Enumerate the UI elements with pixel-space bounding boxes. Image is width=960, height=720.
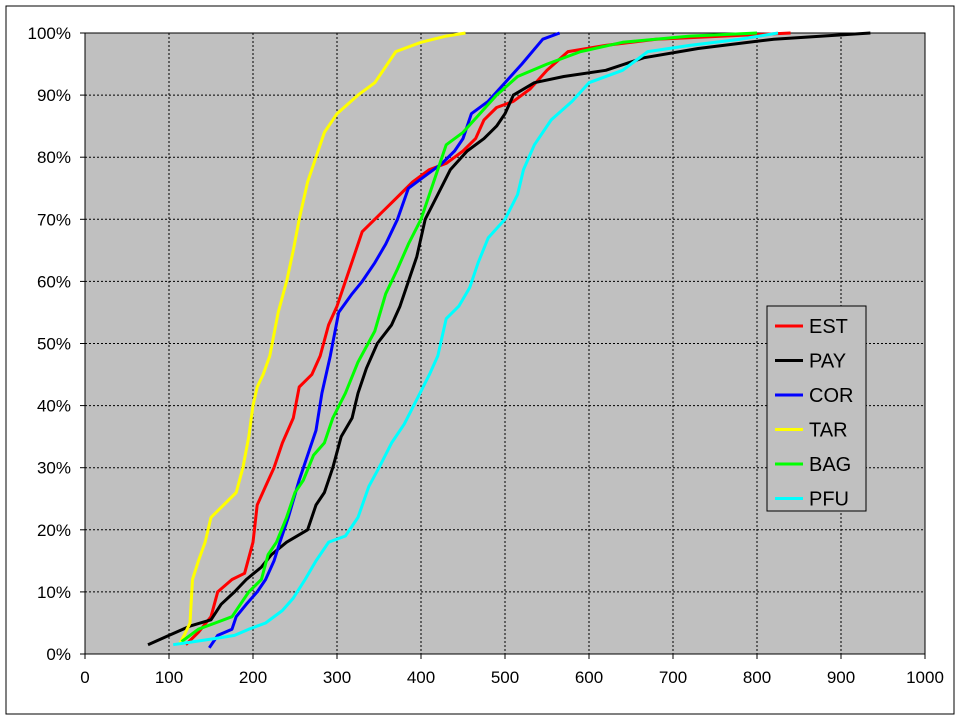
- x-tick-label: 900: [827, 668, 855, 687]
- y-tick-label: 100%: [28, 24, 71, 43]
- legend-label-pfu: PFU: [809, 489, 849, 511]
- y-tick-label: 80%: [37, 148, 71, 167]
- y-tick-label: 30%: [37, 459, 71, 478]
- legend-label-pay: PAY: [809, 351, 846, 373]
- series-line-pfu: [172, 31, 779, 647]
- series-line-tar: [177, 31, 466, 646]
- y-tick-label: 10%: [37, 583, 71, 602]
- y-tick-label: 60%: [37, 272, 71, 291]
- y-tick-label: 40%: [37, 397, 71, 416]
- axes: 0 100 200 300 400 500 600 700 800 900 1000 0% 10% 20%…: [28, 24, 944, 687]
- y-tick-label: 20%: [37, 521, 71, 540]
- legend-label-cor: COR: [809, 385, 853, 407]
- series-line-est: [184, 31, 791, 646]
- legend-label-est: EST: [809, 316, 848, 338]
- x-tick-label: 0: [80, 668, 89, 687]
- series-line-bag: [180, 31, 758, 643]
- x-tick-label: 500: [491, 668, 519, 687]
- x-tick-label: 1000: [906, 668, 944, 687]
- x-tick-label: 800: [743, 668, 771, 687]
- legend-label-tar: TAR: [809, 420, 848, 442]
- x-tick-label: 700: [659, 668, 687, 687]
- y-tick-label: 70%: [37, 210, 71, 229]
- series-line-cor: [208, 31, 561, 649]
- series-line-pay: [147, 31, 871, 647]
- y-tick-label: 90%: [37, 86, 71, 105]
- legend: EST PAY COR TAR BAG PFU: [766, 305, 867, 512]
- chart-area-border: [5, 5, 955, 715]
- x-tick-label: 400: [407, 668, 435, 687]
- x-tick-label: 200: [239, 668, 267, 687]
- series-lines: [147, 31, 871, 649]
- legend-box: [766, 305, 867, 512]
- legend-label-bag: BAG: [809, 454, 851, 476]
- x-tick-label: 100: [155, 668, 183, 687]
- y-tick-label: 0%: [46, 645, 71, 664]
- x-tick-label: 300: [323, 668, 351, 687]
- y-tick-label: 50%: [37, 335, 71, 354]
- x-tick-label: 600: [575, 668, 603, 687]
